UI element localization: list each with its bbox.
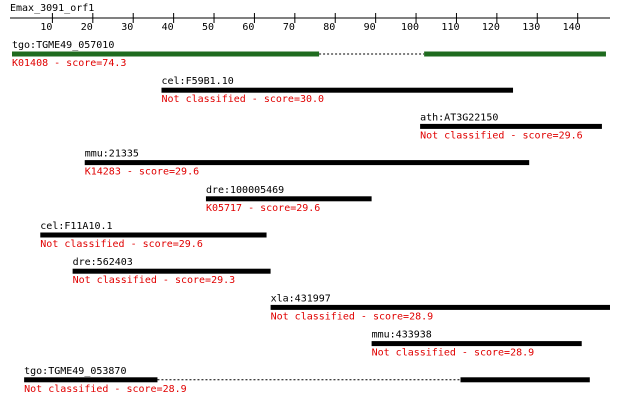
hit-label: Not classified - score=28.9 [372, 348, 535, 359]
tick-label: 10 [40, 22, 52, 33]
hit-label: Not classified - score=28.9 [271, 311, 434, 322]
tick-label: 40 [162, 22, 174, 33]
hit-segment [420, 123, 602, 129]
hit-name: dre:562403 [73, 257, 133, 268]
hit-segment [371, 341, 582, 347]
hit-label: K05717 - score=29.6 [206, 203, 320, 214]
hit-label: Not classified - score=28.9 [24, 384, 187, 395]
hit-name: cel:F11A10.1 [40, 221, 112, 232]
tick-label: 130 [522, 22, 540, 33]
tick-label: 100 [401, 22, 419, 33]
hit-label: Not classified - score=29.6 [40, 239, 203, 250]
hit-label: Not classified - score=29.3 [73, 275, 236, 286]
tick-label: 50 [202, 22, 214, 33]
hit-segment [270, 304, 610, 310]
hit-label: Not classified - score=30.0 [162, 94, 325, 105]
hit-label: Not classified - score=29.6 [420, 130, 583, 141]
hit-name: mmu:433938 [372, 330, 432, 341]
hit-name: mmu:21335 [85, 149, 139, 160]
hit-name: xla:431997 [271, 293, 331, 304]
hit-segment [72, 268, 271, 274]
hit-name: ath:AT3G22150 [420, 112, 498, 123]
tick-label: 90 [364, 22, 376, 33]
tick-label: 110 [441, 22, 459, 33]
hit-name: dre:100005469 [206, 185, 284, 196]
hit-segment [161, 87, 514, 93]
hit-name: cel:F59B1.10 [162, 76, 234, 87]
hit-segment [12, 51, 320, 57]
tick-label: 60 [242, 22, 254, 33]
hit-name: tgo:TGME49_057010 [12, 40, 114, 51]
hit-label: K14283 - score=29.6 [85, 167, 199, 178]
hit-name: tgo:TGME49_053870 [24, 366, 126, 377]
query-title: Emax_3091_orf1 [10, 3, 94, 14]
hit-segment [424, 51, 606, 57]
tick-label: 30 [121, 22, 133, 33]
tick-label: 20 [81, 22, 93, 33]
tick-label: 120 [482, 22, 500, 33]
tick-label: 140 [563, 22, 581, 33]
tick-label: 70 [283, 22, 295, 33]
hit-segment [205, 196, 372, 202]
hit-segment [40, 232, 267, 238]
hit-segment [84, 160, 530, 166]
hit-label: K01408 - score=74.3 [12, 58, 126, 69]
tick-label: 80 [323, 22, 335, 33]
hit-segment [24, 377, 158, 383]
hit-segment [460, 377, 590, 383]
